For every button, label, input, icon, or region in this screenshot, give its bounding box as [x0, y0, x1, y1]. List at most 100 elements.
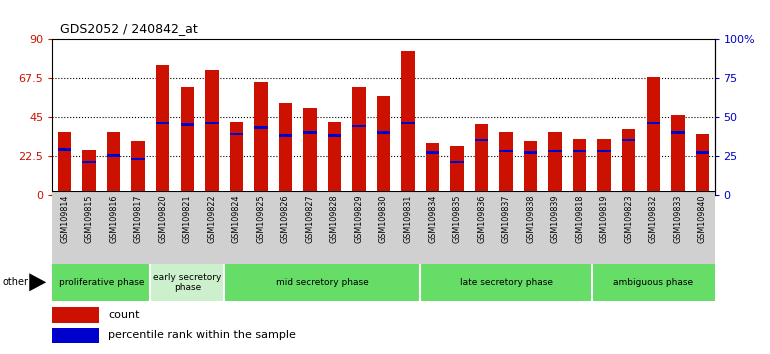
Text: GSM109839: GSM109839: [551, 195, 560, 243]
Bar: [107, 154, 120, 157]
Text: GSM109836: GSM109836: [477, 195, 486, 243]
Bar: [671, 115, 685, 195]
Bar: [475, 139, 488, 142]
Bar: [150, 191, 175, 264]
Bar: [665, 191, 690, 264]
Text: proliferative phase: proliferative phase: [59, 278, 144, 287]
Bar: [396, 191, 420, 264]
Bar: [328, 134, 341, 137]
Text: ambiguous phase: ambiguous phase: [613, 278, 693, 287]
Text: GSM109818: GSM109818: [575, 195, 584, 243]
Bar: [695, 152, 709, 154]
Bar: [205, 122, 219, 124]
Bar: [132, 158, 145, 160]
Text: GSM109824: GSM109824: [232, 195, 241, 243]
Bar: [592, 191, 617, 264]
Bar: [322, 191, 347, 264]
Bar: [273, 191, 298, 264]
Bar: [695, 134, 709, 195]
Text: GSM109828: GSM109828: [330, 195, 339, 243]
Text: percentile rank within the sample: percentile rank within the sample: [108, 330, 296, 341]
Bar: [199, 191, 224, 264]
Text: GSM109833: GSM109833: [673, 195, 682, 243]
Text: GSM109829: GSM109829: [354, 195, 363, 244]
Text: GSM109823: GSM109823: [624, 195, 633, 243]
Bar: [500, 132, 513, 195]
Bar: [52, 191, 77, 264]
Text: GSM109814: GSM109814: [60, 195, 69, 243]
Bar: [426, 152, 439, 154]
Bar: [303, 108, 316, 195]
Bar: [573, 139, 587, 195]
Text: GSM109827: GSM109827: [306, 195, 314, 244]
Bar: [249, 191, 273, 264]
Bar: [518, 191, 543, 264]
Text: GSM109831: GSM109831: [403, 195, 413, 243]
Bar: [450, 146, 464, 195]
Bar: [180, 87, 194, 195]
Bar: [420, 264, 592, 301]
Bar: [671, 131, 685, 134]
Text: GSM109822: GSM109822: [207, 195, 216, 244]
Bar: [352, 87, 366, 195]
Bar: [622, 139, 635, 142]
Bar: [77, 191, 102, 264]
Bar: [524, 141, 537, 195]
Bar: [494, 191, 518, 264]
Bar: [548, 150, 562, 152]
Text: mid secretory phase: mid secretory phase: [276, 278, 369, 287]
Bar: [524, 152, 537, 154]
Bar: [52, 264, 150, 301]
Bar: [352, 125, 366, 127]
Bar: [102, 191, 126, 264]
Text: GSM109826: GSM109826: [281, 195, 290, 243]
Bar: [52, 328, 99, 343]
Text: late secretory phase: late secretory phase: [460, 278, 553, 287]
Text: GSM109830: GSM109830: [379, 195, 388, 243]
Bar: [328, 122, 341, 195]
Bar: [622, 129, 635, 195]
Bar: [132, 141, 145, 195]
Bar: [52, 307, 99, 323]
Bar: [346, 191, 371, 264]
Bar: [279, 134, 292, 137]
Bar: [58, 148, 72, 151]
Bar: [150, 264, 224, 301]
Bar: [647, 77, 660, 195]
Text: GSM109815: GSM109815: [85, 195, 94, 243]
Text: GSM109816: GSM109816: [109, 195, 118, 243]
Text: GSM109820: GSM109820: [158, 195, 167, 243]
Bar: [126, 191, 150, 264]
Bar: [58, 132, 72, 195]
Bar: [82, 161, 96, 163]
Bar: [500, 150, 513, 152]
Bar: [543, 191, 567, 264]
Bar: [690, 191, 715, 264]
Bar: [445, 191, 469, 264]
Bar: [156, 65, 169, 195]
Bar: [303, 131, 316, 134]
Text: early secretory
phase: early secretory phase: [153, 273, 222, 292]
Bar: [647, 122, 660, 124]
Text: GSM109837: GSM109837: [501, 195, 511, 243]
Bar: [229, 122, 243, 195]
Polygon shape: [29, 273, 46, 291]
Bar: [224, 264, 420, 301]
Bar: [377, 131, 390, 134]
Bar: [548, 132, 562, 195]
Text: GSM109834: GSM109834: [428, 195, 437, 243]
Text: GSM109821: GSM109821: [182, 195, 192, 243]
Bar: [254, 82, 268, 195]
Bar: [107, 132, 120, 195]
Text: GSM109840: GSM109840: [698, 195, 707, 243]
Bar: [450, 161, 464, 163]
Bar: [420, 191, 445, 264]
Bar: [641, 191, 665, 264]
Bar: [475, 124, 488, 195]
Text: GSM109825: GSM109825: [256, 195, 266, 244]
Bar: [254, 126, 268, 129]
Bar: [598, 139, 611, 195]
Bar: [175, 191, 199, 264]
Text: GSM109832: GSM109832: [649, 195, 658, 243]
Bar: [298, 191, 322, 264]
